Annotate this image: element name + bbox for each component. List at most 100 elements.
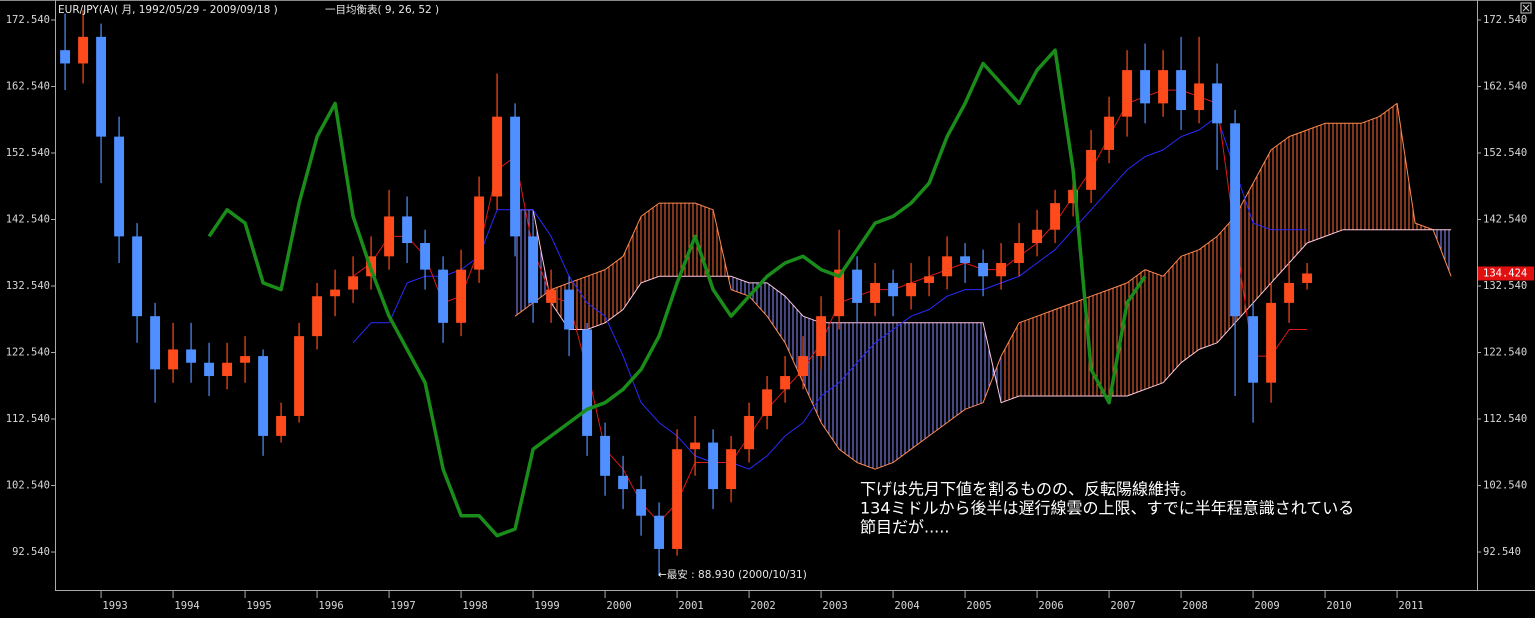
cloud-segment	[983, 322, 1002, 403]
candle-body	[1302, 273, 1313, 283]
cloud-segment	[929, 322, 948, 436]
x-tick-label: 1999	[534, 600, 559, 612]
last-price-label: 134.424	[1483, 267, 1527, 279]
x-tick-label: 2009	[1254, 600, 1279, 612]
candle-body	[348, 276, 359, 290]
cloud-segment	[1307, 123, 1326, 244]
candle-body	[690, 442, 701, 450]
candle-body	[258, 356, 269, 436]
cloud-segment	[1019, 316, 1038, 396]
candle-body	[402, 216, 413, 244]
candle-body	[636, 489, 647, 516]
cloud-segment	[677, 203, 696, 277]
candle-body	[276, 415, 287, 436]
candle-body	[924, 276, 935, 283]
candle-body	[1266, 302, 1277, 383]
indicator-label: 一目均衡表( 9, 26, 52 )	[325, 3, 439, 16]
candle-body	[1086, 149, 1097, 190]
cloud-segment	[965, 322, 984, 410]
candle-body	[528, 236, 539, 303]
candle-body	[672, 449, 683, 549]
candle-body	[978, 262, 989, 277]
candle-body	[1248, 316, 1259, 383]
close-button[interactable]	[1520, 2, 1532, 14]
cloud-segment	[767, 282, 786, 343]
y-tick-label: 132.540	[6, 280, 50, 292]
x-tick-label: 2001	[678, 600, 703, 612]
chart-title: EUR/JPY(A)( 月, 1992/05/29 - 2009/09/18 )	[58, 4, 278, 16]
x-tick-label: 2005	[966, 600, 991, 612]
y-tick-label: 162.540	[6, 80, 50, 92]
cloud-segment	[695, 203, 714, 277]
comment-line: 下げは先月下値を割るものの、反転陽線維持。	[860, 480, 1196, 499]
candle-body	[1104, 116, 1115, 150]
candle-body	[150, 316, 161, 370]
candle-body	[240, 356, 251, 363]
candle-body	[960, 256, 971, 263]
candle-body	[60, 50, 71, 64]
cloud-segment	[1379, 103, 1398, 230]
cloud-segment	[857, 322, 876, 470]
candle-body	[1068, 189, 1079, 204]
y-tick-label: 112.540	[6, 413, 50, 425]
last-price-box	[1478, 266, 1534, 281]
candle-body	[1194, 83, 1205, 111]
x-tick-label: 2011	[1398, 600, 1423, 612]
candle-body	[852, 269, 863, 303]
candle-body	[906, 282, 917, 297]
cloud-segment	[1037, 309, 1056, 396]
cloud-segment	[839, 322, 858, 463]
candle-body	[312, 296, 323, 337]
x-tick-label: 2006	[1038, 600, 1063, 612]
candle-body	[294, 336, 305, 416]
candle-body	[474, 196, 485, 270]
candle-body	[816, 316, 827, 357]
candle-body	[420, 243, 431, 270]
candle-body	[708, 442, 719, 490]
cloud-segment	[1109, 282, 1128, 396]
y-tick-label: 162.540	[1483, 80, 1527, 92]
cloud-segment	[1091, 289, 1110, 396]
candle-body	[600, 435, 611, 476]
low-annotation: ←最安 : 88.930 (2000/10/31)	[658, 568, 807, 581]
cloud-segment	[1199, 236, 1218, 350]
candle-body	[1050, 203, 1061, 230]
cloud-segment	[1055, 302, 1074, 396]
candle-body	[1212, 83, 1223, 124]
y-tick-label: 102.540	[6, 480, 50, 492]
y-tick-label: 142.540	[1483, 213, 1527, 225]
candle-body	[870, 282, 881, 303]
candle-body	[1032, 229, 1043, 244]
cloud-segment	[893, 322, 912, 463]
x-tick-label: 1996	[318, 600, 343, 612]
x-tick-label: 2002	[750, 600, 775, 612]
comment-line: 節目だが.....	[860, 518, 949, 537]
candle-body	[204, 362, 215, 377]
x-tick-label: 1993	[102, 600, 127, 612]
candle-body	[546, 289, 557, 303]
x-tick-label: 2010	[1326, 600, 1351, 612]
candle-body	[96, 36, 107, 137]
y-tick-label: 172.540	[1483, 14, 1527, 26]
candle-body	[744, 415, 755, 450]
y-tick-label: 152.540	[6, 147, 50, 159]
y-tick-label: 102.540	[1483, 480, 1527, 492]
candle-body	[222, 362, 233, 377]
cloud-segment	[1343, 123, 1362, 230]
candle-body	[798, 356, 809, 377]
candle-body	[438, 269, 449, 323]
span-b-line	[515, 209, 1452, 404]
y-tick-label: 112.540	[1483, 413, 1527, 425]
candle-body	[888, 282, 899, 297]
candle-body	[1176, 70, 1187, 111]
candle-body	[1230, 123, 1241, 317]
candle-body	[1140, 70, 1151, 104]
cloud-segment	[1145, 269, 1164, 390]
candle-body	[996, 262, 1007, 277]
candle-body	[78, 36, 89, 64]
cloud-segment	[1271, 136, 1290, 283]
y-tick-label: 152.540	[1483, 147, 1527, 159]
candle-body	[132, 236, 143, 317]
candle-body	[1158, 70, 1169, 104]
cloud-segment	[605, 256, 624, 323]
